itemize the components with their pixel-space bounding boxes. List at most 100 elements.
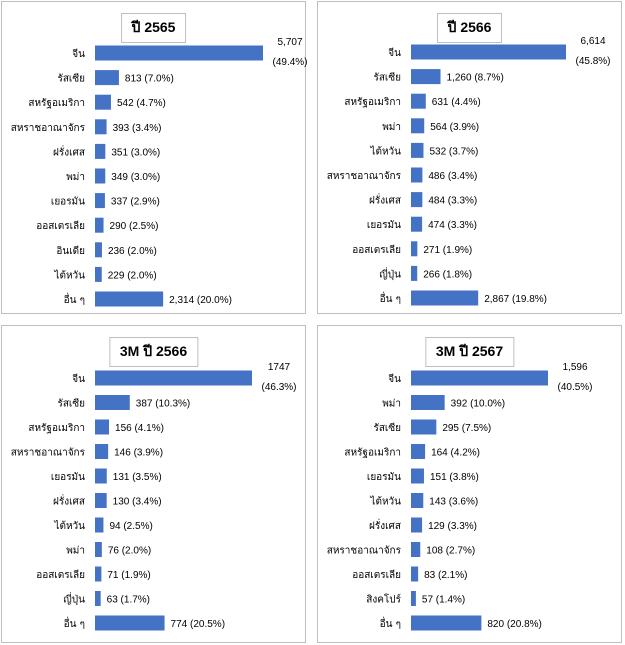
category-label: เยอรมัน — [367, 472, 401, 483]
bar — [95, 615, 165, 631]
category-label: ออสเตรเลีย — [36, 569, 85, 581]
category-label: เยอรมัน — [51, 197, 85, 208]
category-label: สหรัฐอเมริกา — [344, 97, 401, 108]
chart-panel-2566: จีน 6,614 (45.8%) รัสเซีย 1,260 (8.7%) สหรัฐอ… — [317, 1, 622, 314]
value-label: 164 (4.2%) — [431, 448, 480, 459]
category-label: เยอรมัน — [51, 472, 85, 483]
category-label: รัสเซีย — [373, 72, 401, 84]
value-label: 774 (20.5%) — [171, 619, 225, 630]
bar — [95, 591, 101, 606]
category-label: ออสเตรเลีย — [352, 244, 401, 256]
value-label: 229 (2.0%) — [108, 270, 157, 281]
category-label: อินเดีย — [56, 245, 85, 257]
category-label: พม่า — [66, 546, 85, 557]
value-label: 2,314 (20.0%) — [169, 295, 232, 306]
category-label: สหราชอาณาจักร — [327, 546, 402, 557]
value-label: 532 (3.7%) — [429, 146, 478, 157]
category-label: ฝรั่งเศส — [369, 518, 401, 532]
bar — [411, 241, 418, 257]
value-label: 337 (2.9%) — [111, 197, 160, 208]
category-label: สหราชอาณาจักร — [11, 448, 86, 459]
chart-svg-2565: จีน 5,707 (49.4%) รัสเซีย 813 (7.0%) สหรัฐอเม… — [11, 37, 307, 307]
chart-svg-3m-2567: จีน 1,596 (40.5%) พม่า 392 (10.0%) รัสเซีย 295… — [327, 362, 593, 631]
chart-title-2565: ปี 2565 — [120, 13, 187, 43]
bar — [95, 45, 263, 61]
value-label: 820 (20.8%) — [487, 619, 541, 630]
category-label: จีน — [72, 48, 85, 60]
category-label: ออสเตรเลีย — [36, 220, 85, 232]
bar — [95, 168, 106, 184]
category-label: สหรัฐอเมริกา — [28, 423, 85, 434]
bar — [95, 566, 102, 582]
chart-title-3m-2567: 3M ปี 2567 — [424, 337, 515, 367]
value-label: 271 (1.9%) — [423, 245, 472, 256]
bar — [411, 542, 421, 557]
bar — [411, 370, 548, 386]
bar — [411, 566, 419, 582]
category-label: ไต้หวัน — [53, 269, 85, 281]
bar — [411, 493, 424, 508]
bar — [411, 517, 423, 533]
value-label: 393 (3.4%) — [113, 123, 162, 134]
value-label: 351 (3.0%) — [111, 147, 160, 158]
value-label: 108 (2.7%) — [426, 546, 475, 557]
bar — [95, 395, 130, 410]
bar — [95, 517, 104, 533]
value-label: 130 (3.4%) — [113, 497, 162, 508]
category-label: ญี่ปุ่น — [379, 266, 401, 280]
bar — [95, 542, 102, 557]
category-label: รัสเซีย — [57, 73, 85, 85]
value-label: 146 (3.9%) — [114, 448, 163, 459]
category-label: จีน — [388, 47, 401, 59]
bar — [95, 266, 102, 282]
bar — [411, 468, 424, 484]
category-label: อื่น ๆ — [380, 616, 401, 630]
category-label: ออสเตรเลีย — [352, 569, 401, 581]
value-label: 1,596 (40.5%) — [557, 362, 592, 393]
category-label: ญี่ปุ่น — [63, 592, 85, 606]
bar — [411, 44, 566, 60]
category-label: สหรัฐอเมริกา — [28, 98, 85, 109]
bar — [411, 265, 418, 281]
bar — [411, 395, 445, 410]
bar — [411, 444, 426, 459]
bar — [411, 290, 479, 306]
value-label: 131 (3.5%) — [113, 472, 162, 483]
category-label: พม่า — [382, 399, 401, 410]
value-label: 6,614 (45.8%) — [575, 36, 610, 67]
bar — [95, 193, 105, 209]
bar — [411, 93, 426, 109]
value-label: 392 (10.0%) — [451, 399, 505, 410]
bar — [95, 370, 252, 386]
value-label: 349 (3.0%) — [111, 172, 160, 183]
bar — [95, 119, 107, 135]
value-label: 1747 (46.3%) — [261, 362, 296, 393]
category-label: รัสเซีย — [57, 398, 85, 410]
category-label: รัสเซีย — [373, 422, 401, 434]
bar — [411, 192, 423, 208]
value-label: 290 (2.5%) — [110, 221, 159, 232]
value-label: 295 (7.5%) — [442, 423, 491, 434]
bar — [95, 143, 106, 159]
value-label: 484 (3.3%) — [428, 196, 477, 207]
value-label: 5,707 (49.4%) — [272, 37, 307, 68]
value-label: 57 (1.4%) — [422, 595, 465, 606]
category-label: พม่า — [382, 122, 401, 133]
category-label: เยอรมัน — [367, 220, 401, 231]
bar — [411, 69, 441, 85]
bar — [411, 591, 416, 606]
value-label: 2,867 (19.8%) — [484, 294, 547, 305]
chart-svg-2566: จีน 6,614 (45.8%) รัสเซีย 1,260 (8.7%) สหรัฐอ… — [327, 36, 611, 306]
bar — [95, 468, 107, 484]
bar — [411, 142, 424, 158]
category-label: สหราชอาณาจักร — [11, 123, 86, 134]
value-label: 151 (3.8%) — [430, 472, 479, 483]
chart-svg-3m-2566: จีน 1747 (46.3%) รัสเซีย 387 (10.3%) สหรัฐอเม… — [11, 362, 297, 631]
value-label: 83 (2.1%) — [424, 570, 467, 581]
category-label: อื่น ๆ — [64, 616, 85, 630]
category-label: จีน — [388, 373, 401, 385]
value-label: 71 (1.9%) — [107, 570, 150, 581]
category-label: สหราชอาณาจักร — [327, 171, 402, 182]
bar — [95, 291, 164, 307]
value-label: 76 (2.0%) — [108, 546, 151, 557]
